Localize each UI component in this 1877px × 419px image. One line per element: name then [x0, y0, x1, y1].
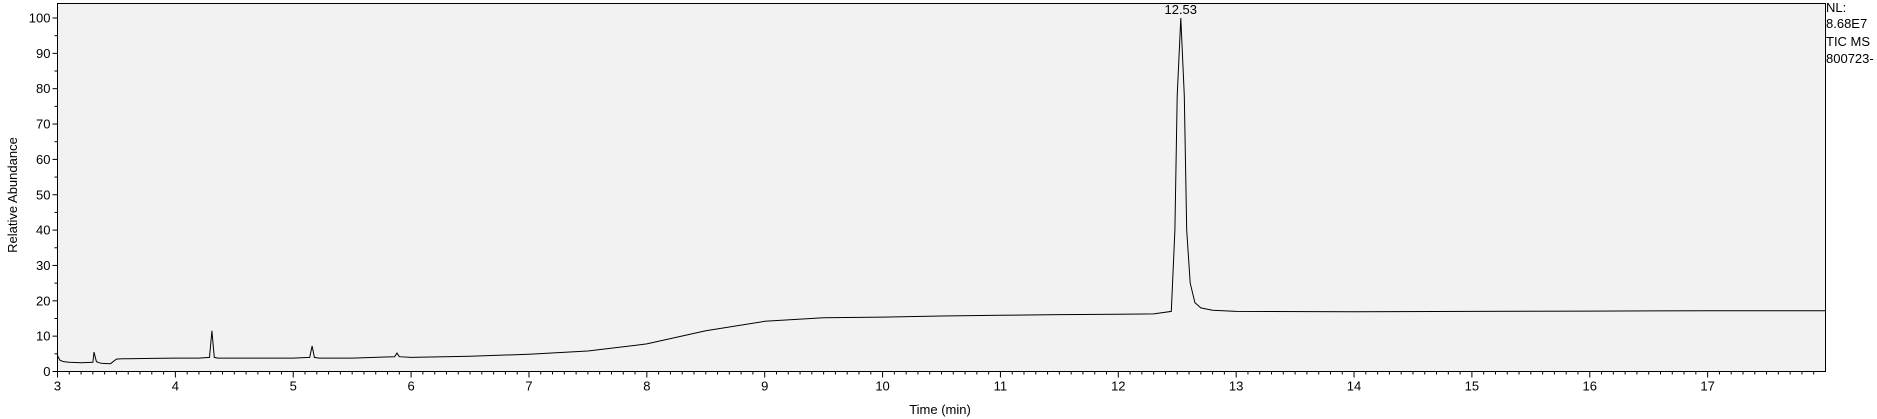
y-tick-label: 10: [36, 329, 50, 344]
info-line-3: TIC MS: [1826, 34, 1870, 49]
x-tick-label: 7: [525, 379, 532, 394]
y-tick-label: 40: [36, 223, 50, 238]
x-tick-label: 3: [54, 379, 61, 394]
y-tick-label: 100: [29, 11, 51, 26]
series-trace-line: [57, 17, 1826, 365]
x-tick-label: 16: [1583, 379, 1597, 394]
y-tick-label: 70: [36, 117, 50, 132]
x-tick-label: 8: [643, 379, 650, 394]
x-axis-ticks: 3 4 5 6 7 8 9 10 11 12 13 14 15 16 17: [54, 371, 1815, 394]
y-axis-label: Relative Abundance: [5, 137, 20, 253]
x-tick-label: 13: [1229, 379, 1243, 394]
x-tick-label: 11: [994, 379, 1008, 394]
plot-area: [57, 3, 1826, 372]
y-axis-ticks: 0 10 20 30 40 50 60 70 80 90 100: [29, 11, 58, 379]
y-tick-label: 90: [36, 46, 50, 61]
x-tick-label: 4: [172, 379, 179, 394]
y-tick-label: 0: [43, 364, 50, 379]
y-tick-label: 50: [36, 187, 50, 202]
peak-labels: 12.53: [1164, 2, 1197, 17]
peak-label: 12.53: [1164, 2, 1197, 17]
x-tick-label: 9: [761, 379, 768, 394]
x-tick-label: 6: [407, 379, 414, 394]
y-tick-label: 60: [36, 152, 50, 167]
info-line-1: NL:: [1826, 0, 1846, 15]
x-tick-label: 10: [875, 379, 889, 394]
x-tick-label: 12: [1111, 379, 1125, 394]
x-tick-label: 5: [290, 379, 297, 394]
y-tick-label: 30: [36, 258, 50, 273]
y-tick-label: 80: [36, 81, 50, 96]
info-block: NL: 8.68E7 TIC MS 800723-: [1826, 0, 1874, 66]
x-axis-label: Time (min): [909, 402, 971, 417]
x-tick-label: 17: [1700, 379, 1714, 394]
x-tick-label: 15: [1465, 379, 1479, 394]
info-line-4: 800723-: [1826, 51, 1874, 66]
info-line-2: 8.68E7: [1826, 16, 1867, 31]
y-tick-label: 20: [36, 293, 50, 308]
x-tick-label: 14: [1347, 379, 1361, 394]
